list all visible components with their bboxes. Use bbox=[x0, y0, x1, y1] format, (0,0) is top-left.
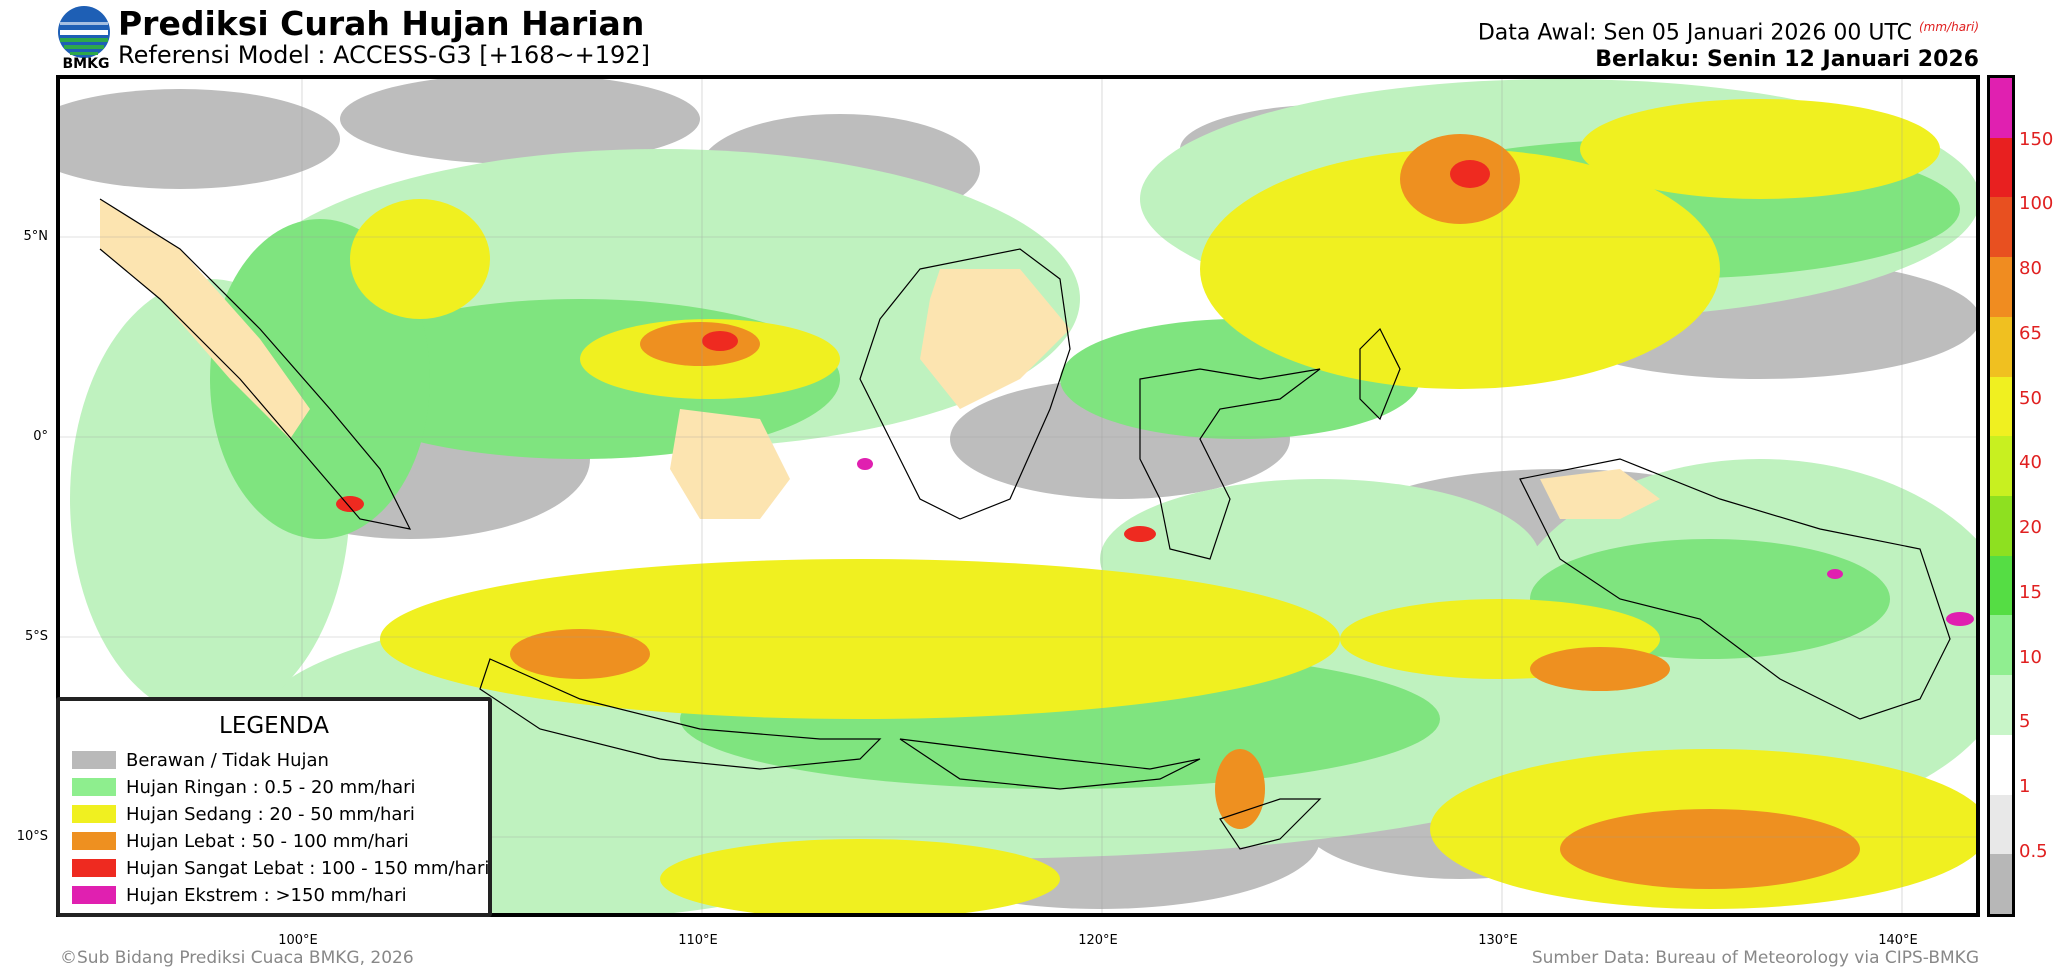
colorbar-tick: 100 bbox=[2019, 193, 2054, 214]
colorbar-tick: 1 bbox=[2019, 776, 2031, 797]
legend-label: Hujan Sangat Lebat : 100 - 150 mm/hari bbox=[126, 857, 490, 879]
colorbar-tick: 5 bbox=[2019, 711, 2031, 732]
legend-item: Hujan Ringan : 0.5 - 20 mm/hari bbox=[72, 776, 416, 798]
lon-label: 120°E bbox=[1078, 933, 1118, 948]
lat-label: 5°S bbox=[24, 629, 48, 644]
legend-swatch bbox=[72, 778, 116, 796]
legend-swatch bbox=[72, 886, 116, 904]
lat-label: 0° bbox=[33, 429, 48, 444]
colorbar-segment bbox=[1990, 794, 2012, 855]
colorbar-tick: 65 bbox=[2019, 323, 2042, 344]
lon-label: 110°E bbox=[678, 933, 718, 948]
lat-label: 5°N bbox=[23, 229, 49, 244]
colorbar-tick: 150 bbox=[2019, 129, 2054, 150]
legend-swatch bbox=[72, 859, 116, 877]
page-title: Prediksi Curah Hujan Harian bbox=[118, 4, 645, 43]
colorbar-segment bbox=[1990, 615, 2012, 676]
logo-text: BMKG bbox=[62, 56, 110, 72]
colorbar-tick: 15 bbox=[2019, 582, 2042, 603]
legend-label: Berawan / Tidak Hujan bbox=[126, 749, 329, 771]
legend-label: Hujan Ekstrem : >150 mm/hari bbox=[126, 884, 407, 906]
extreme-rain-areas bbox=[857, 458, 1974, 626]
colorbar-tick: 40 bbox=[2019, 452, 2042, 473]
heavy-rain-areas bbox=[510, 134, 1860, 889]
header-right: Data Awal: Sen 05 Januari 2026 00 UTC (m… bbox=[1478, 20, 1979, 73]
credit-right: Sumber Data: Bureau of Meteorology via C… bbox=[1531, 948, 1979, 968]
lat-label: 10°S bbox=[16, 829, 48, 844]
colorbar-segment bbox=[1990, 436, 2012, 496]
legend-swatch bbox=[72, 751, 116, 769]
legend-item: Hujan Ekstrem : >150 mm/hari bbox=[72, 884, 407, 906]
legend-item: Hujan Lebat : 50 - 100 mm/hari bbox=[72, 830, 409, 852]
legend-item: Hujan Sangat Lebat : 100 - 150 mm/hari bbox=[72, 857, 489, 879]
colorbar-tick: 20 bbox=[2019, 517, 2042, 538]
colorbar-segment bbox=[1990, 376, 2012, 437]
moderate-rain-areas bbox=[350, 99, 1976, 913]
valid-time: Berlaku: Senin 12 Januari 2026 bbox=[1595, 46, 1979, 72]
colorbar-segment bbox=[1990, 78, 2012, 138]
colorbar-tick: 80 bbox=[2019, 258, 2042, 279]
legend-title: LEGENDA bbox=[219, 713, 329, 739]
colorbar-segment bbox=[1990, 734, 2012, 795]
lon-label: 130°E bbox=[1478, 933, 1518, 948]
colorbar bbox=[1987, 75, 2015, 917]
colorbar-segment bbox=[1990, 555, 2012, 616]
legend-label: Hujan Lebat : 50 - 100 mm/hari bbox=[126, 830, 409, 852]
colorbar-segment bbox=[1990, 197, 2012, 258]
colorbar-tick: 0.5 bbox=[2019, 841, 2048, 862]
rainfall-map-graphic bbox=[60, 79, 1976, 913]
legend-box: LEGENDA Berawan / Tidak Hujan Hujan Ring… bbox=[56, 697, 492, 917]
legend-swatch bbox=[72, 832, 116, 850]
lon-label: 140°E bbox=[1878, 933, 1918, 948]
credit-left: ©Sub Bidang Prediksi Cuaca BMKG, 2026 bbox=[60, 948, 414, 968]
colorbar-segment bbox=[1990, 257, 2012, 317]
legend-label: Hujan Sedang : 20 - 50 mm/hari bbox=[126, 803, 415, 825]
legend-label: Hujan Ringan : 0.5 - 20 mm/hari bbox=[126, 776, 416, 798]
colorbar-tick: 50 bbox=[2019, 388, 2042, 409]
colorbar-segment bbox=[1990, 137, 2012, 198]
init-time-line: Data Awal: Sen 05 Januari 2026 00 UTC (m… bbox=[1478, 20, 1979, 47]
init-time: Data Awal: Sen 05 Januari 2026 00 UTC bbox=[1477, 20, 1912, 46]
coastlines bbox=[99, 198, 1951, 850]
unit-label: (mm/hari) bbox=[1918, 20, 1979, 34]
colorbar-segment bbox=[1990, 496, 2012, 556]
bmkg-logo bbox=[56, 4, 112, 74]
model-subtitle: Referensi Model : ACCESS-G3 [+168~+192] bbox=[118, 41, 650, 69]
colorbar-segment bbox=[1990, 675, 2012, 735]
colorbar-segment bbox=[1990, 316, 2012, 377]
colorbar-tick: 10 bbox=[2019, 647, 2042, 668]
lon-label: 100°E bbox=[278, 933, 318, 948]
legend-swatch bbox=[72, 805, 116, 823]
colorbar-segment bbox=[1990, 854, 2012, 914]
rainfall-map bbox=[56, 75, 1980, 917]
legend-item: Hujan Sedang : 20 - 50 mm/hari bbox=[72, 803, 415, 825]
legend-item: Berawan / Tidak Hujan bbox=[72, 749, 329, 771]
dry-land-areas bbox=[100, 199, 1660, 519]
